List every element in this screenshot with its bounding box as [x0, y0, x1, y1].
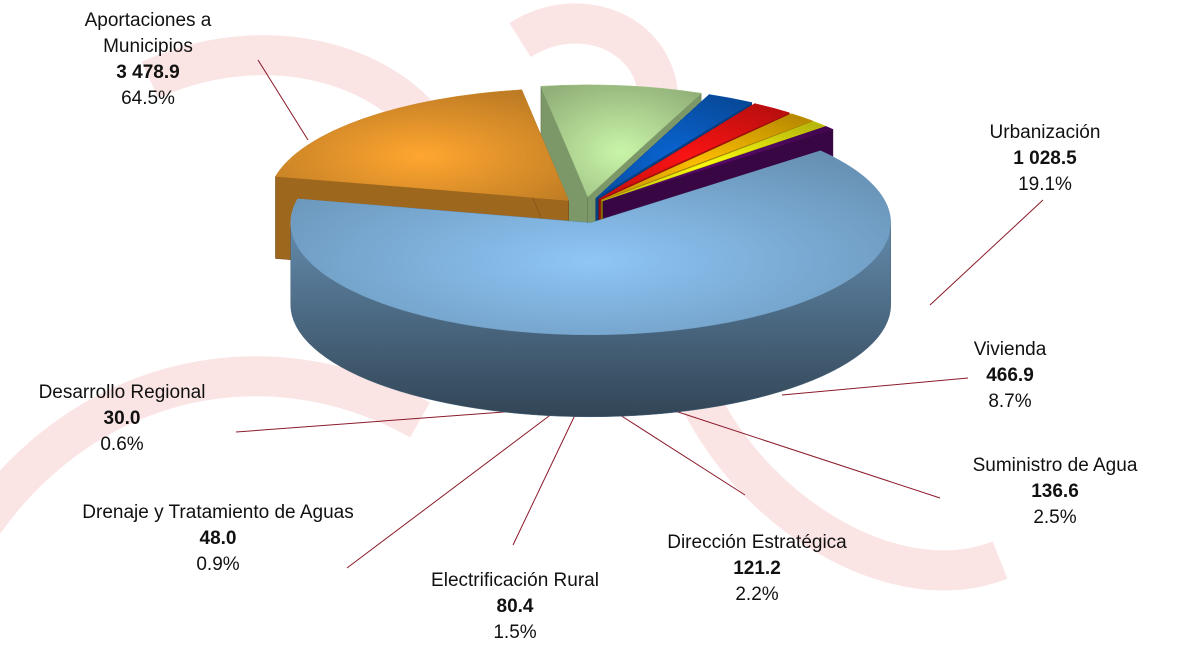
value-label: 48.0 — [73, 526, 363, 552]
percent-label: 0.6% — [39, 432, 206, 458]
percent-label: 19.1% — [990, 172, 1101, 198]
category-name: Desarrollo Regional — [39, 380, 206, 406]
leader-line — [513, 415, 575, 545]
value-label: 1 028.5 — [990, 146, 1101, 172]
category-name: Drenaje y Tratamiento de Aguas — [73, 500, 363, 526]
percent-label: 0.9% — [73, 552, 363, 578]
value-label: 30.0 — [39, 406, 206, 432]
value-label: 80.4 — [431, 594, 599, 620]
category-name: Urbanización — [990, 120, 1101, 146]
value-label: 121.2 — [667, 556, 847, 582]
leader-line — [347, 413, 553, 568]
value-label: 136.6 — [973, 479, 1138, 505]
category-name: Vivienda — [974, 337, 1047, 363]
category-name: Suministro de Agua — [973, 453, 1138, 479]
value-label: 3 478.9 — [43, 60, 253, 86]
percent-label: 2.2% — [667, 582, 847, 608]
percent-label: 2.5% — [973, 505, 1138, 531]
category-name: Electrificación Rural — [431, 568, 599, 594]
value-label: 466.9 — [974, 363, 1047, 389]
category-name: Dirección Estratégica — [667, 530, 847, 556]
leader-line — [930, 200, 1043, 305]
percent-label: 8.7% — [974, 389, 1047, 415]
pie — [275, 85, 890, 417]
category-name: Aportaciones a Municipios — [43, 8, 253, 60]
percent-label: 64.5% — [43, 86, 253, 112]
percent-label: 1.5% — [431, 620, 599, 646]
chart: Aportaciones a Municipios3 478.964.5% Urb… — [0, 0, 1193, 664]
